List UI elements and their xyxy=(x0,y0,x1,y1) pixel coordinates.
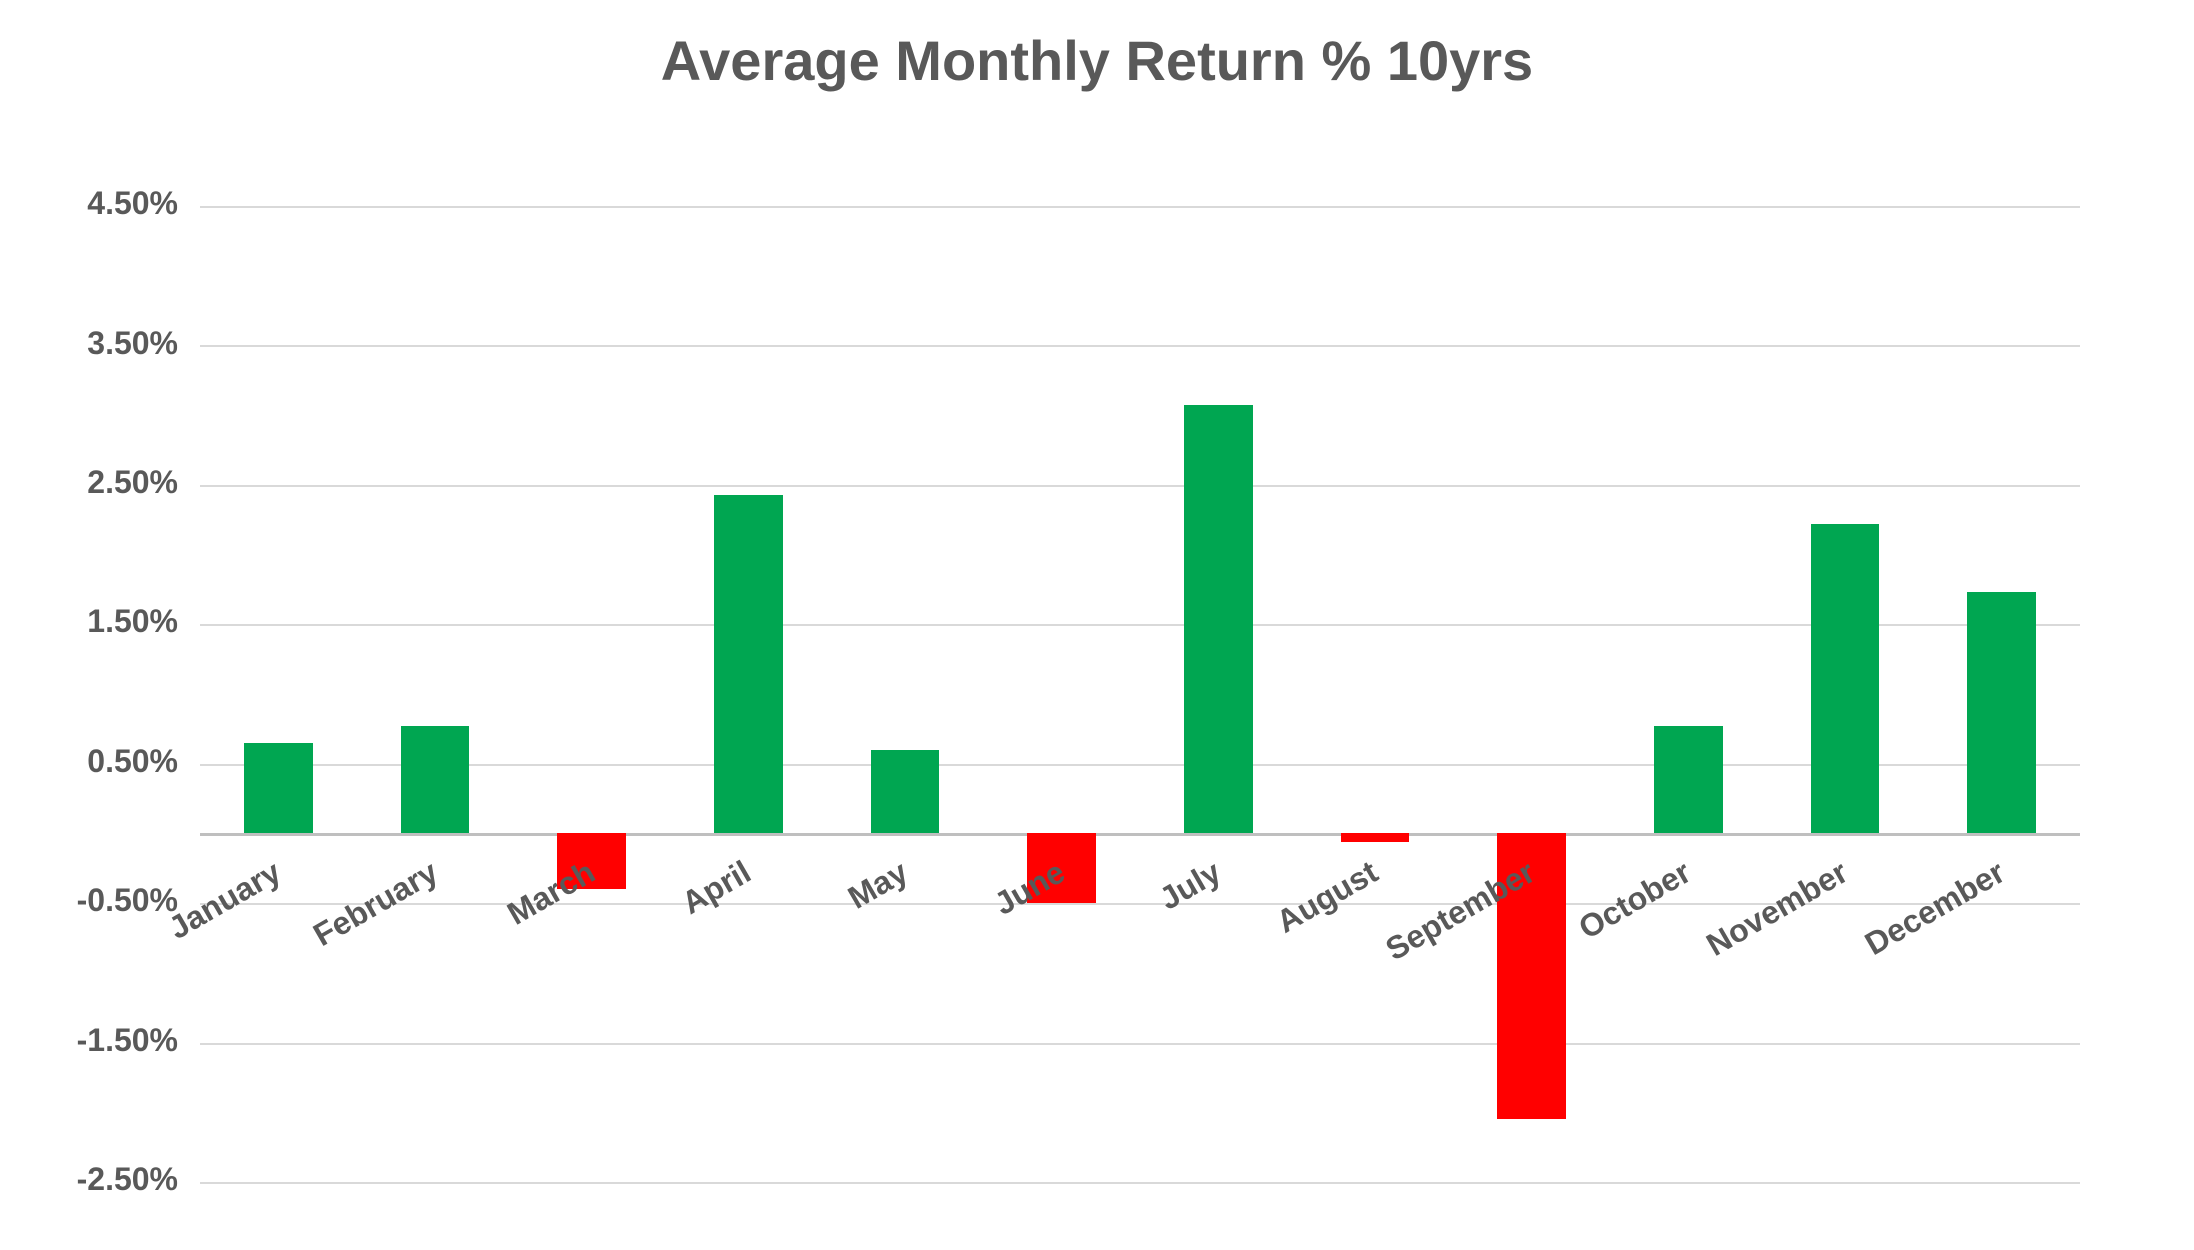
gridline xyxy=(200,485,2080,487)
bar xyxy=(1341,833,1410,841)
plot-area: -2.50%-1.50%-0.50%0.50%1.50%2.50%3.50%4.… xyxy=(200,206,2080,1182)
x-axis-label: December xyxy=(1733,854,2011,1036)
x-axis-label: February xyxy=(166,854,444,1036)
x-axis-label: November xyxy=(1576,854,1854,1036)
gridline xyxy=(200,206,2080,208)
y-axis-label: 4.50% xyxy=(0,185,178,222)
gridline xyxy=(200,1043,2080,1045)
chart-title: Average Monthly Return % 10yrs xyxy=(0,28,2194,93)
x-axis-label: August xyxy=(1106,854,1384,1036)
x-axis-label: January xyxy=(9,854,287,1036)
bar xyxy=(871,750,940,834)
bar xyxy=(714,495,783,834)
x-axis-label: June xyxy=(793,854,1071,1036)
y-axis-label: -0.50% xyxy=(0,882,178,919)
y-axis-label: 3.50% xyxy=(0,325,178,362)
y-axis-label: -2.50% xyxy=(0,1161,178,1198)
monthly-return-chart: Average Monthly Return % 10yrs -2.50%-1.… xyxy=(0,0,2194,1250)
x-axis-label: May xyxy=(636,854,914,1036)
gridline xyxy=(200,624,2080,626)
bar xyxy=(1184,405,1253,833)
gridline xyxy=(200,764,2080,766)
bar xyxy=(401,726,470,833)
y-axis-label: 1.50% xyxy=(0,603,178,640)
y-axis-label: 0.50% xyxy=(0,743,178,780)
bar xyxy=(1811,524,1880,834)
bar xyxy=(244,743,313,834)
gridline xyxy=(200,345,2080,347)
x-axis-label: March xyxy=(323,854,601,1036)
gridline xyxy=(200,1182,2080,1184)
bar xyxy=(1967,592,2036,833)
y-axis-label: 2.50% xyxy=(0,464,178,501)
bar xyxy=(1654,726,1723,833)
zero-line xyxy=(200,833,2080,836)
